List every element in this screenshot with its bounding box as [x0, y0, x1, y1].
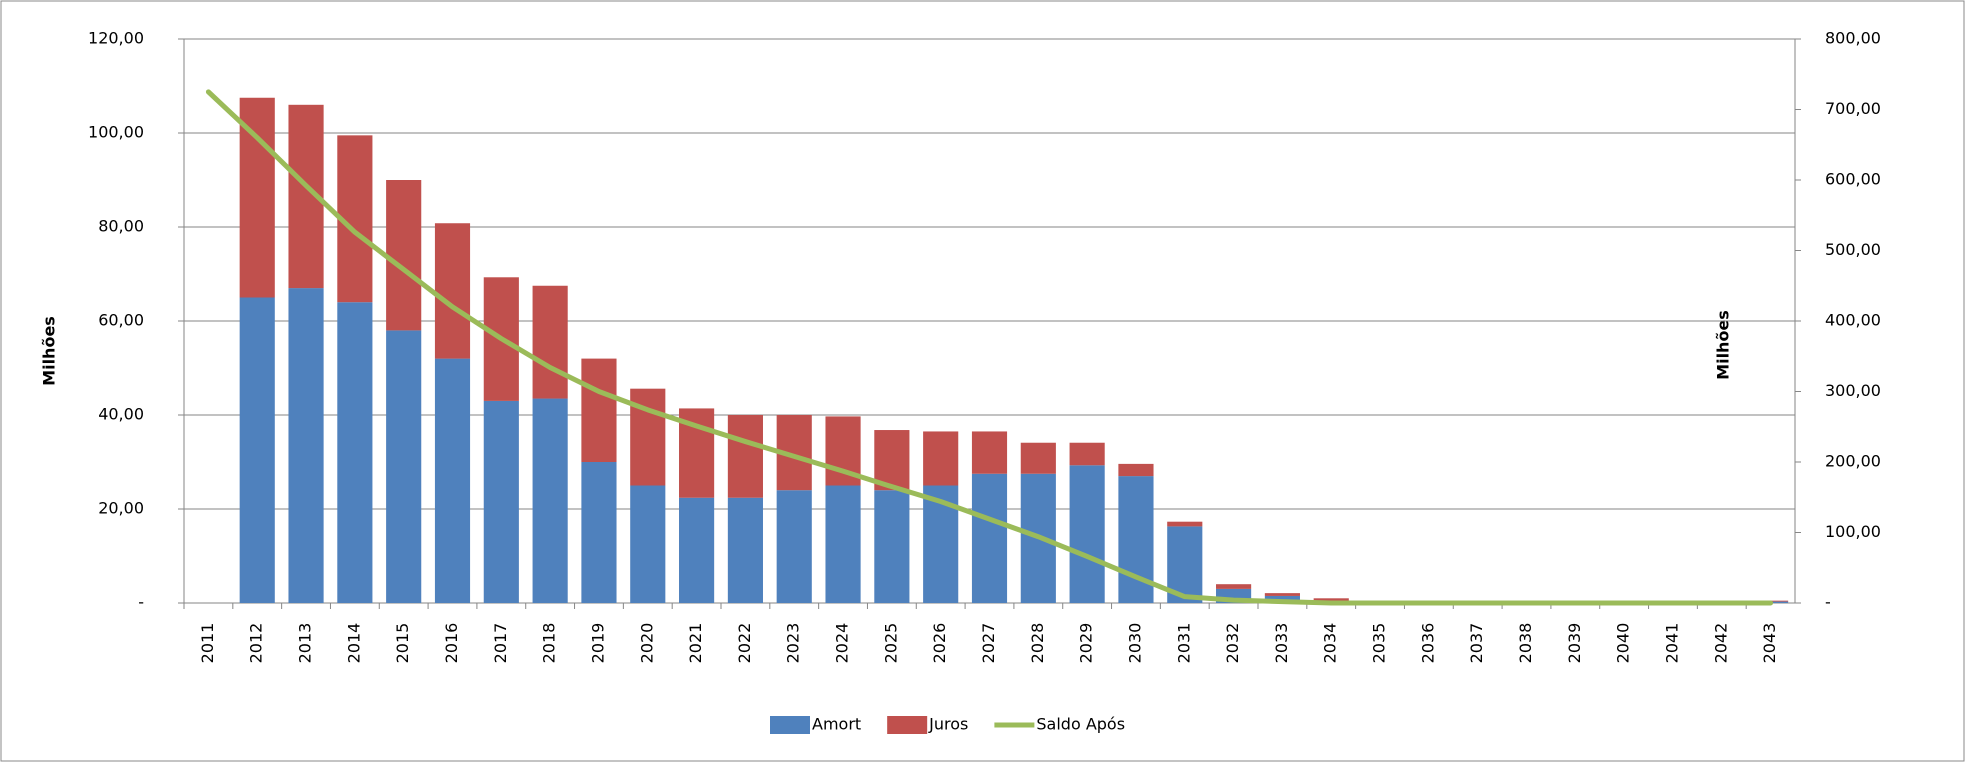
bar [776, 490, 812, 603]
legend-swatch [887, 716, 928, 734]
bar [874, 490, 910, 603]
y-tick-label: 100,00 [88, 123, 144, 142]
bar [971, 431, 1008, 474]
bar [679, 497, 715, 603]
y2-tick-label: 800,00 [1825, 29, 1881, 48]
x-tick-label: 2021 [686, 623, 705, 664]
bar [239, 297, 275, 603]
y2-tick-label: 500,00 [1825, 240, 1881, 259]
x-tick-label: 2029 [1077, 623, 1096, 664]
x-tick-label: 2014 [344, 623, 363, 664]
x-tick-label: 2030 [1125, 623, 1144, 664]
y-tick-label: 40,00 [98, 405, 144, 424]
y2-tick-label: 600,00 [1825, 170, 1881, 189]
y-tick-label: 20,00 [98, 499, 144, 518]
y-tick-label: - [138, 593, 144, 612]
bar [1216, 584, 1252, 589]
bar [1069, 465, 1105, 603]
x-tick-label: 2038 [1516, 623, 1535, 664]
x-tick-label: 2028 [1028, 623, 1047, 664]
x-tick-label: 2041 [1662, 623, 1681, 664]
y2-tick-label: - [1825, 593, 1831, 612]
x-tick-label: 2016 [442, 623, 461, 664]
legend-label: Saldo Após [1036, 715, 1125, 734]
y2-tick-label: 100,00 [1825, 522, 1881, 541]
bar [923, 431, 959, 486]
y2-tick-label: 700,00 [1825, 99, 1881, 118]
x-tick-label: 2018 [540, 623, 559, 664]
x-tick-label: 2026 [930, 623, 949, 664]
x-tick-label: 2035 [1370, 623, 1389, 664]
x-tick-label: 2012 [247, 623, 266, 664]
bar [874, 430, 910, 491]
x-tick-label: 2023 [784, 623, 803, 664]
bar [727, 497, 763, 603]
bar [1264, 593, 1300, 596]
x-tick-label: 2033 [1272, 623, 1291, 664]
bar [581, 358, 617, 462]
bar [434, 358, 471, 603]
x-tick-label: 2013 [296, 623, 315, 664]
x-tick-label: 2022 [735, 623, 754, 664]
x-tick-label: 2025 [881, 623, 900, 664]
x-tick-label: 2011 [198, 623, 217, 664]
y-axis-title: Milhões [40, 316, 59, 386]
bar [1118, 463, 1154, 477]
x-tick-label: 2019 [588, 623, 607, 664]
bar [1069, 442, 1105, 466]
y2-tick-label: 200,00 [1825, 452, 1881, 471]
bar [1313, 598, 1349, 601]
bar [581, 462, 617, 603]
legend-label: Amort [812, 715, 861, 734]
y2-tick-label: 400,00 [1825, 311, 1881, 330]
legend-label: Juros [928, 715, 968, 734]
bar [630, 485, 666, 603]
y2-axis-title: Milhões [1714, 310, 1733, 380]
x-tick-label: 2032 [1223, 623, 1242, 664]
x-tick-label: 2040 [1614, 623, 1633, 664]
y-tick-label: 80,00 [98, 217, 144, 236]
x-tick-label: 2031 [1174, 623, 1193, 664]
x-tick-label: 2037 [1467, 623, 1486, 664]
y2-tick-label: 300,00 [1825, 381, 1881, 400]
bar [1020, 442, 1056, 474]
bar [1167, 521, 1203, 527]
y-tick-label: 60,00 [98, 311, 144, 330]
x-tick-label: 2043 [1760, 623, 1779, 664]
bar [386, 330, 422, 603]
bar [532, 285, 568, 399]
bar [337, 302, 373, 603]
legend-swatch [770, 716, 810, 734]
bar [971, 473, 1008, 603]
bar [727, 415, 763, 498]
x-tick-label: 2042 [1711, 623, 1730, 664]
bar [288, 288, 324, 603]
x-tick-label: 2036 [1418, 623, 1437, 664]
x-tick-label: 2017 [491, 623, 510, 664]
bar [483, 400, 519, 603]
x-tick-label: 2039 [1565, 623, 1584, 664]
x-tick-label: 2015 [393, 623, 412, 664]
bar [386, 180, 422, 331]
x-tick-label: 2020 [637, 623, 656, 664]
bar [239, 97, 275, 298]
x-tick-label: 2024 [833, 623, 852, 664]
x-tick-label: 2034 [1321, 623, 1340, 664]
x-tick-label: 2027 [979, 623, 998, 664]
bar [532, 398, 568, 603]
bar [434, 223, 471, 359]
y-tick-label: 120,00 [88, 29, 144, 48]
line [205, 89, 1774, 606]
bar [825, 485, 861, 603]
